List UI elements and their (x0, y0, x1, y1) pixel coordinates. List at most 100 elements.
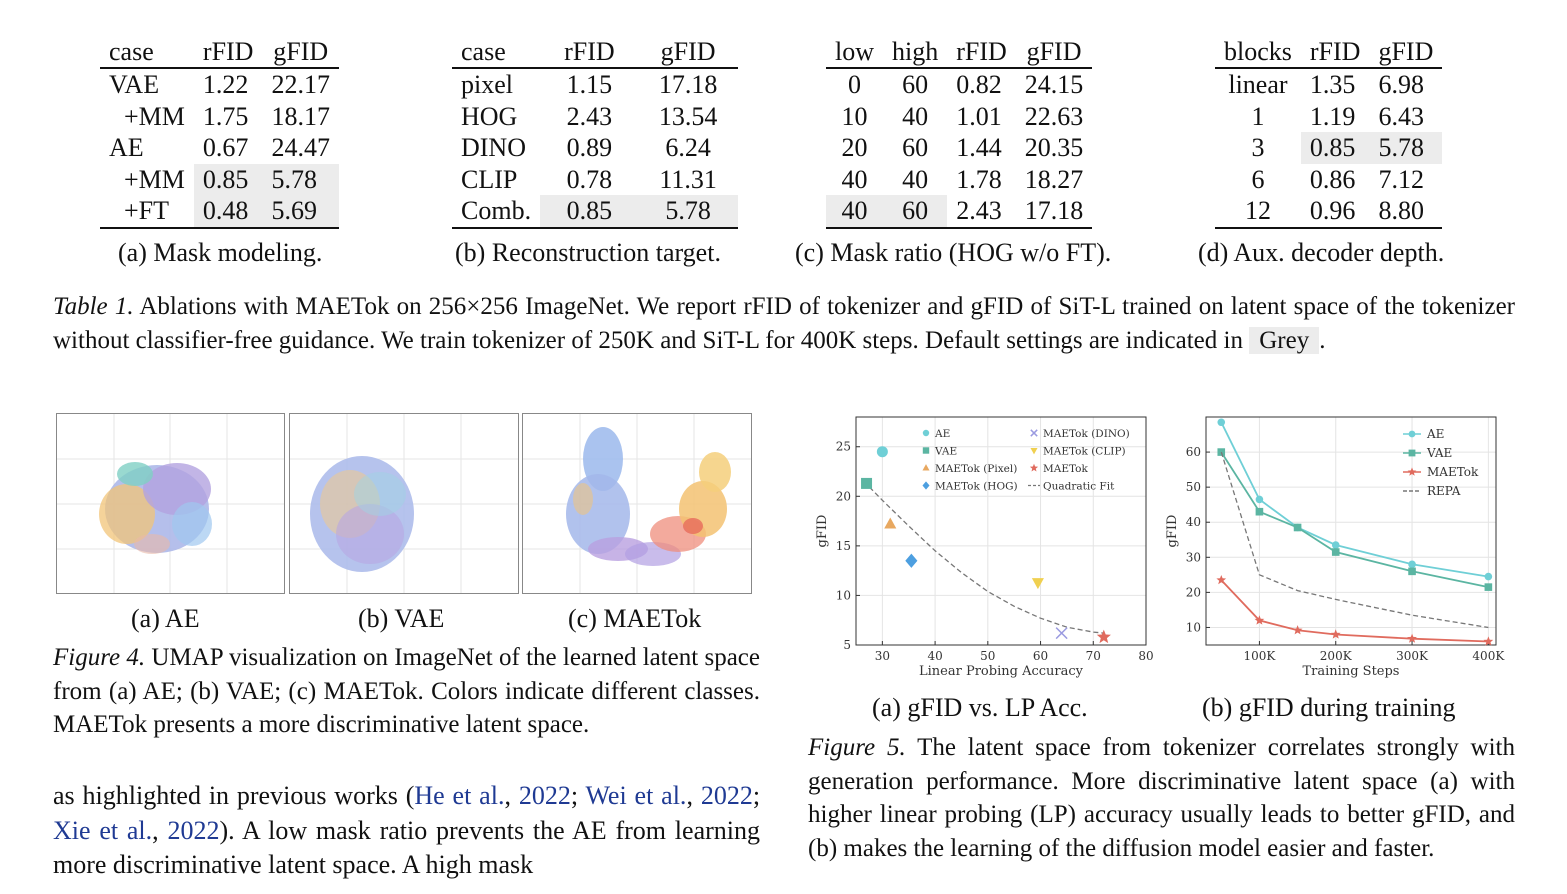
table-row: 1 1.19 6.43 (1215, 101, 1442, 133)
legend-label: MAETok (DINO) (1043, 428, 1130, 440)
y-tick-label: 30 (1186, 550, 1201, 564)
caption-text: UMAP visualization on ImageNet of the le… (53, 644, 760, 738)
table-cell: 1.22 (202, 70, 249, 100)
table-cell: 3 (1251, 133, 1265, 163)
citation-link[interactable]: 2022 (518, 781, 571, 810)
legend-marker (922, 429, 930, 437)
legend: AE VAE MAETok REPA (1403, 427, 1479, 498)
data-point (1331, 541, 1340, 549)
x-tick-label: 300K (1396, 649, 1429, 663)
data-point (876, 446, 888, 458)
legend-marker (922, 464, 930, 471)
grey-swatch: Grey (1249, 326, 1320, 354)
table-cell: 6.98 (1378, 70, 1424, 100)
caption-label: Table 1. (53, 293, 134, 320)
table-cell: 0.86 (1309, 164, 1356, 194)
umap-vae-panel (289, 413, 519, 594)
table-header: rFID (947, 35, 1016, 69)
citation-link[interactable]: 2022 (700, 781, 753, 810)
table-cell: 40 (902, 101, 929, 131)
table-header: blocks (1215, 35, 1301, 69)
plot-area: 100K 200K 300K 400K 10 20 30 40 50 60 Training Ste… (1165, 416, 1505, 679)
table-cell: 18.17 (271, 101, 330, 131)
legend-label: AE (1426, 427, 1444, 441)
legend-label: MAETok (Pixel) (935, 463, 1017, 475)
citation-link[interactable]: He et al. (414, 781, 505, 810)
table-row: 20 60 1.44 20.35 (826, 132, 1092, 164)
gfid-vs-lp-chart: 30 40 50 60 70 80 5 10 15 20 25 Linear Probing Accu… (815, 416, 1154, 679)
legend-label: REPA (1427, 484, 1461, 498)
data-point (1293, 523, 1302, 532)
table-cell: 0.85 (193, 163, 263, 195)
table-cell-text: +FT (124, 196, 170, 226)
table-cell: +MM (100, 101, 194, 133)
body-text: ). A low mask ratio prevents the AE from… (53, 815, 760, 880)
table-cell-text: +MM (124, 101, 185, 131)
table-row: +FT 0.48 5.69 (100, 195, 339, 229)
citation-link[interactable]: 2022 (167, 815, 220, 845)
y-tick-label: 5 (843, 638, 851, 652)
table-cell: +FT (100, 195, 194, 229)
x-tick-label: 50 (980, 649, 995, 663)
table-cell: 2.43 (566, 101, 613, 131)
data-point (1217, 418, 1226, 427)
legend-marker (1408, 449, 1416, 457)
umap-maetok-plot (523, 414, 751, 593)
data-point (1055, 627, 1068, 640)
table-cell: 0.85 (1300, 132, 1370, 164)
body-text: ; (570, 781, 586, 810)
table-cell: 0 (848, 70, 861, 100)
table-cell: 1.01 (956, 101, 1002, 131)
data-point (1330, 629, 1341, 639)
table-row: 10 40 1.01 22.63 (826, 101, 1092, 133)
legend-label: MAETok (HOG) (935, 481, 1018, 493)
table-cell: 5.78 (1369, 132, 1443, 164)
legend-marker (922, 481, 930, 490)
citation-link[interactable]: Wei et al. (585, 781, 687, 810)
table-row: 12 0.96 8.80 (1215, 195, 1443, 229)
data-point (1031, 578, 1044, 590)
table-cell: 1.75 (202, 101, 249, 131)
legend-label: VAE (934, 446, 957, 458)
legend-marker (1407, 467, 1417, 476)
table-cell: 24.47 (271, 133, 330, 163)
umap-ae-panel (56, 413, 285, 594)
figure5-subcaption-b: (b) gFID during training (1202, 693, 1456, 722)
table-cell: CLIP (461, 164, 518, 194)
table-cell: 1.44 (956, 133, 1002, 163)
table-row: 40 60 2.43 17.18 (826, 195, 1093, 229)
table-cell: 1.35 (1309, 70, 1356, 100)
data-point (1408, 567, 1416, 576)
legend-label: Quadratic Fit (1043, 481, 1115, 493)
table-header: gFID (638, 35, 738, 69)
y-tick-label: 40 (1186, 515, 1201, 529)
legend-marker (1029, 463, 1039, 472)
series-line (1220, 421, 1489, 578)
table-cell: 20.35 (1024, 133, 1084, 163)
table-header: gFID (1015, 35, 1093, 69)
x-tick-label: 400K (1472, 649, 1505, 663)
table-cell: 1.78 (956, 164, 1002, 194)
table-cell: 0.67 (202, 133, 249, 163)
table-header: high (883, 35, 948, 69)
legend-label: AE (934, 428, 950, 440)
table-cell: +MM (100, 164, 194, 196)
figure4-caption: Figure 4. UMAP visualization on ImageNet… (53, 641, 760, 742)
caption-text: Ablations with MAETok on 256×256 ImageNe… (53, 293, 1515, 354)
table-cell: 17.18 (1015, 195, 1093, 229)
series-line (1220, 451, 1489, 588)
x-tick-label: 30 (875, 649, 890, 663)
umap-vae-plot (290, 414, 518, 593)
x-axis-label: Training Steps (1303, 664, 1400, 679)
table-cell: 40 (826, 195, 883, 229)
citation-link[interactable]: Xie et al. (53, 815, 153, 845)
axes-frame (1205, 416, 1497, 646)
y-tick-label: 20 (1186, 585, 1201, 599)
body-text: , (504, 781, 519, 810)
caption-text: The latent space from tokenizer correlat… (808, 734, 1515, 862)
y-tick-label: 25 (836, 440, 851, 454)
table-row: 40 40 1.78 18.27 (826, 164, 1092, 196)
table-row: 0 60 0.82 24.15 (826, 68, 1092, 101)
table-aux-decoder-depth: blocks rFID gFID linear 1.35 6.98 1 1.19 6.4… (1215, 35, 1443, 229)
table-cell: DINO (461, 133, 526, 163)
